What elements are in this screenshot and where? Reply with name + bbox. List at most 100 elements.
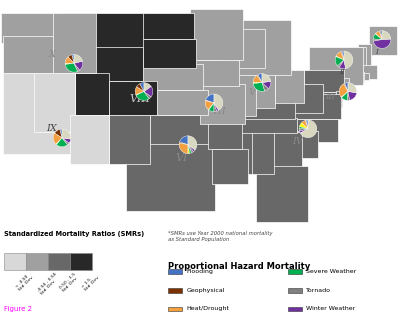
Wedge shape bbox=[188, 145, 195, 151]
Polygon shape bbox=[242, 97, 295, 119]
Wedge shape bbox=[348, 92, 357, 100]
Wedge shape bbox=[206, 100, 214, 103]
Wedge shape bbox=[62, 138, 69, 145]
Wedge shape bbox=[56, 138, 62, 145]
Bar bbox=[168, 288, 182, 293]
Wedge shape bbox=[342, 51, 344, 60]
Wedge shape bbox=[188, 145, 192, 153]
Text: Flooding: Flooding bbox=[186, 269, 213, 274]
Wedge shape bbox=[253, 83, 262, 84]
Wedge shape bbox=[300, 129, 308, 133]
Wedge shape bbox=[344, 83, 348, 92]
Polygon shape bbox=[358, 44, 371, 67]
Wedge shape bbox=[341, 92, 348, 98]
Wedge shape bbox=[262, 83, 268, 91]
Bar bbox=[288, 288, 302, 293]
Wedge shape bbox=[300, 123, 308, 129]
Bar bbox=[288, 269, 302, 274]
Wedge shape bbox=[179, 142, 188, 145]
Wedge shape bbox=[209, 103, 214, 112]
Wedge shape bbox=[56, 138, 68, 147]
Wedge shape bbox=[214, 103, 217, 112]
Text: Severe Weather: Severe Weather bbox=[306, 269, 357, 274]
Wedge shape bbox=[336, 52, 344, 60]
Polygon shape bbox=[309, 47, 363, 85]
Polygon shape bbox=[363, 73, 368, 80]
Wedge shape bbox=[53, 133, 62, 144]
Wedge shape bbox=[74, 54, 82, 63]
Polygon shape bbox=[304, 70, 344, 92]
Text: X: X bbox=[48, 50, 56, 59]
Wedge shape bbox=[339, 60, 346, 69]
Polygon shape bbox=[275, 70, 304, 103]
Text: VII: VII bbox=[212, 107, 226, 116]
Wedge shape bbox=[373, 39, 382, 41]
Polygon shape bbox=[338, 78, 350, 99]
Polygon shape bbox=[109, 115, 150, 164]
Polygon shape bbox=[237, 118, 297, 133]
Polygon shape bbox=[53, 13, 96, 73]
Text: *SMRs use Year 2000 national mortality
as Standard Population: *SMRs use Year 2000 national mortality a… bbox=[168, 231, 272, 242]
Wedge shape bbox=[379, 31, 382, 40]
Wedge shape bbox=[302, 121, 308, 129]
Polygon shape bbox=[290, 84, 324, 113]
Wedge shape bbox=[341, 51, 344, 60]
Polygon shape bbox=[70, 115, 110, 164]
Polygon shape bbox=[200, 84, 246, 124]
Wedge shape bbox=[373, 39, 391, 48]
Wedge shape bbox=[348, 92, 350, 100]
Wedge shape bbox=[144, 92, 151, 99]
Polygon shape bbox=[74, 73, 110, 115]
Text: VI: VI bbox=[176, 153, 188, 163]
Wedge shape bbox=[205, 101, 214, 110]
Wedge shape bbox=[344, 51, 353, 68]
Wedge shape bbox=[188, 145, 190, 154]
Polygon shape bbox=[143, 39, 196, 68]
Wedge shape bbox=[253, 83, 265, 91]
Wedge shape bbox=[348, 83, 357, 93]
Wedge shape bbox=[376, 31, 382, 40]
Text: II: II bbox=[339, 68, 345, 76]
Polygon shape bbox=[34, 73, 74, 132]
Polygon shape bbox=[282, 94, 340, 119]
Text: Figure 2: Figure 2 bbox=[4, 306, 32, 312]
Bar bbox=[26, 253, 48, 270]
Wedge shape bbox=[179, 143, 188, 154]
Text: Proportional Hazard Mortality: Proportional Hazard Mortality bbox=[168, 262, 310, 271]
Wedge shape bbox=[72, 54, 74, 63]
Wedge shape bbox=[262, 74, 271, 83]
Wedge shape bbox=[375, 34, 382, 40]
Text: III: III bbox=[325, 93, 335, 101]
Polygon shape bbox=[228, 132, 252, 174]
Text: Geophysical: Geophysical bbox=[186, 288, 225, 293]
Wedge shape bbox=[299, 127, 308, 129]
Wedge shape bbox=[144, 86, 153, 97]
Text: IV: IV bbox=[292, 137, 304, 146]
Wedge shape bbox=[382, 31, 391, 40]
Text: Winter Weather: Winter Weather bbox=[306, 306, 356, 311]
Polygon shape bbox=[143, 13, 194, 39]
Polygon shape bbox=[190, 9, 243, 60]
Wedge shape bbox=[136, 92, 144, 95]
Text: V: V bbox=[248, 88, 256, 97]
Wedge shape bbox=[144, 83, 151, 92]
Polygon shape bbox=[156, 89, 208, 115]
Wedge shape bbox=[136, 92, 149, 100]
Text: Tornado: Tornado bbox=[306, 288, 331, 293]
Text: 0.50 - 1.5
Std. Dev.: 0.50 - 1.5 Std. Dev. bbox=[59, 272, 80, 293]
Wedge shape bbox=[300, 120, 317, 138]
Wedge shape bbox=[262, 81, 271, 89]
Polygon shape bbox=[353, 47, 366, 67]
Bar bbox=[70, 253, 92, 270]
Wedge shape bbox=[257, 75, 262, 83]
Wedge shape bbox=[336, 56, 344, 60]
Wedge shape bbox=[253, 75, 262, 83]
Polygon shape bbox=[220, 29, 265, 68]
Bar bbox=[4, 253, 26, 270]
Polygon shape bbox=[143, 64, 203, 89]
Polygon shape bbox=[194, 60, 239, 86]
Wedge shape bbox=[258, 74, 262, 83]
Polygon shape bbox=[208, 119, 242, 149]
Wedge shape bbox=[135, 87, 144, 95]
Wedge shape bbox=[342, 92, 348, 100]
